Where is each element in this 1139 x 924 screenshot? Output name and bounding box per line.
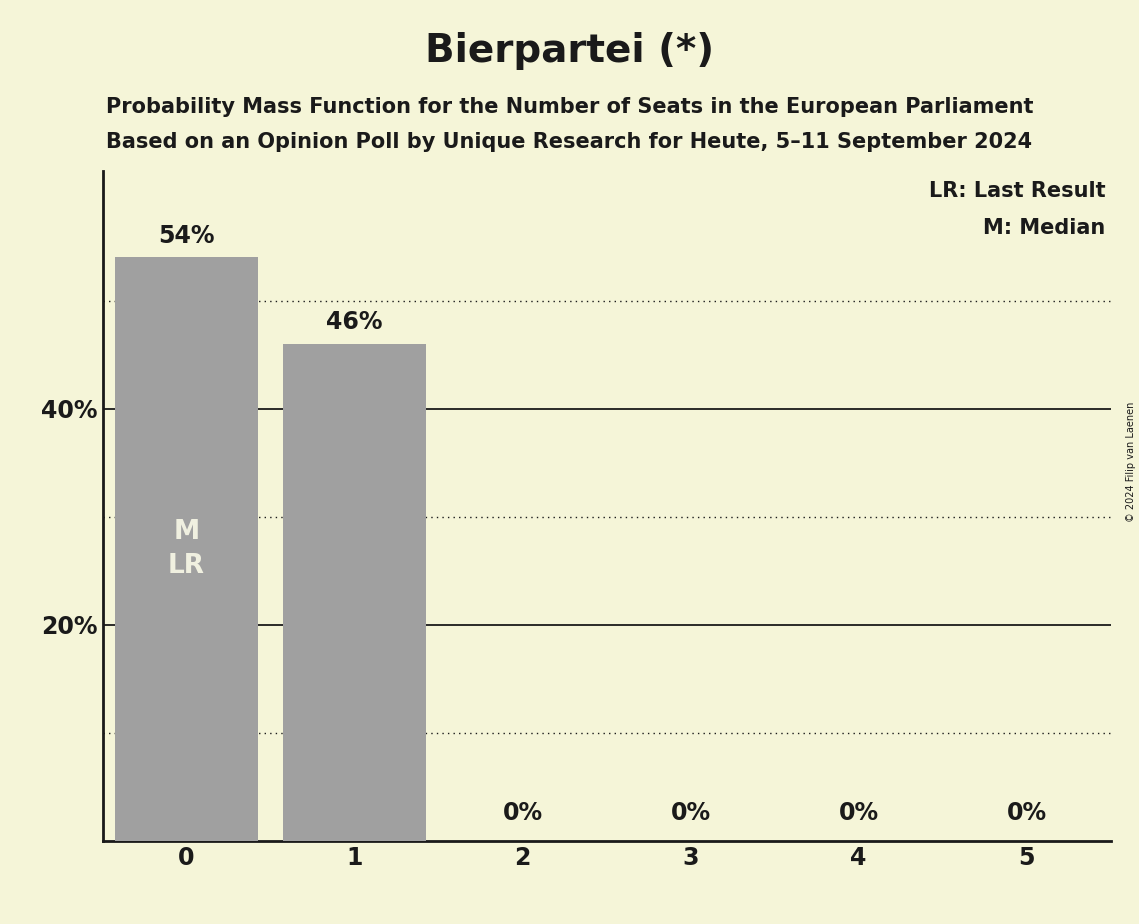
Text: 0%: 0% — [671, 800, 711, 824]
Text: 0%: 0% — [502, 800, 542, 824]
Text: M: Median: M: Median — [983, 218, 1106, 237]
Text: Based on an Opinion Poll by Unique Research for Heute, 5–11 September 2024: Based on an Opinion Poll by Unique Resea… — [106, 132, 1033, 152]
Text: 0%: 0% — [1007, 800, 1047, 824]
Text: Probability Mass Function for the Number of Seats in the European Parliament: Probability Mass Function for the Number… — [106, 97, 1033, 117]
Bar — [115, 258, 257, 841]
Text: LR: Last Result: LR: Last Result — [929, 181, 1106, 201]
Text: 46%: 46% — [326, 310, 383, 334]
Bar — [284, 344, 426, 841]
Text: 0%: 0% — [838, 800, 878, 824]
Text: M
LR: M LR — [169, 519, 205, 579]
Text: 54%: 54% — [158, 224, 215, 248]
Text: Bierpartei (*): Bierpartei (*) — [425, 32, 714, 70]
Text: © 2024 Filip van Laenen: © 2024 Filip van Laenen — [1126, 402, 1136, 522]
